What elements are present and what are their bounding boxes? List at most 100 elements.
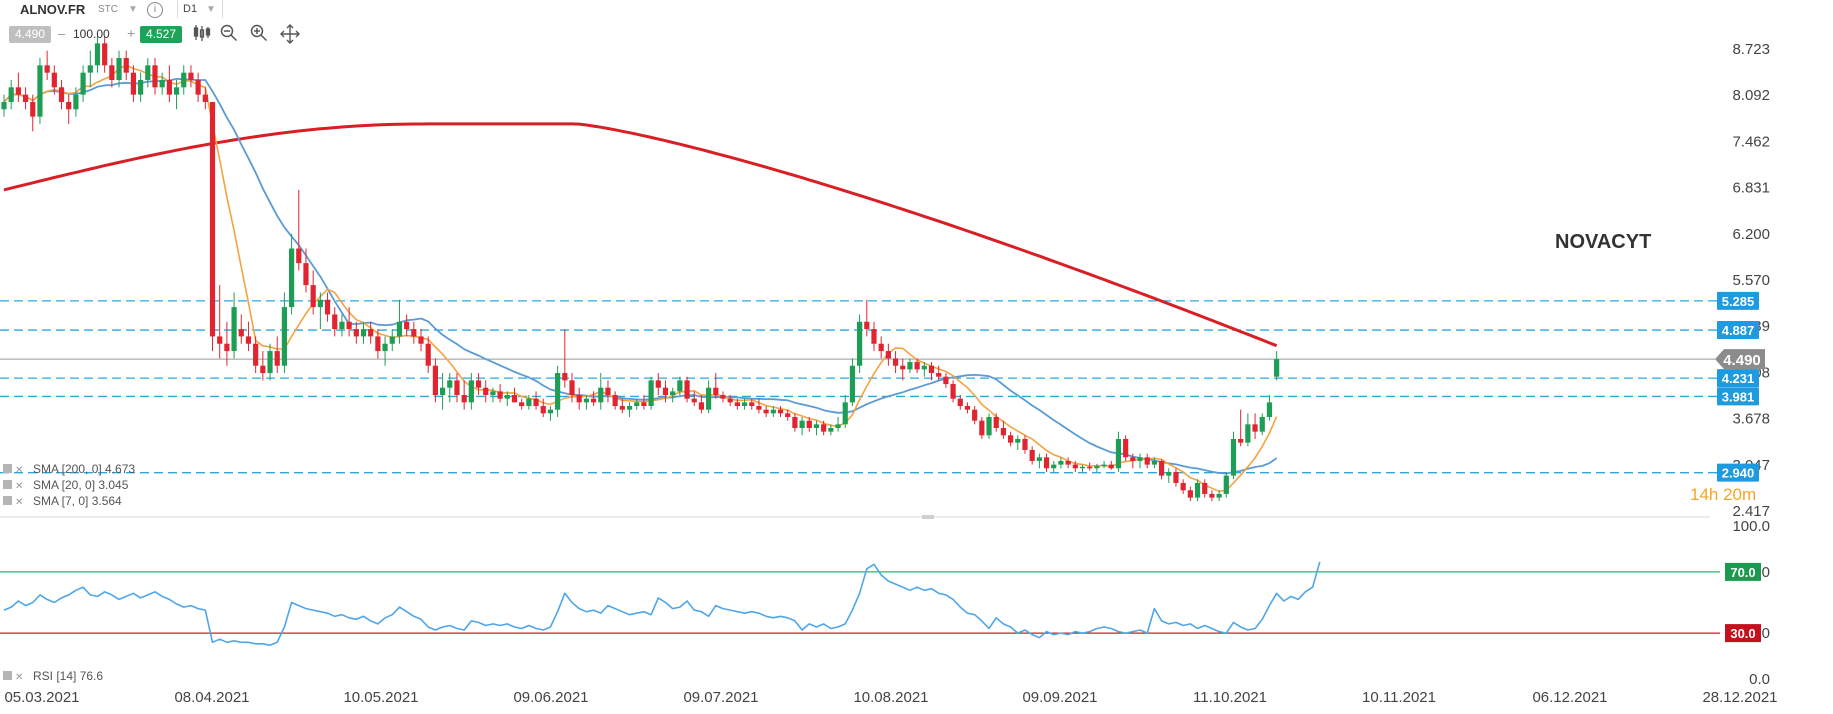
candle-body: [281, 307, 288, 366]
candle-body: [813, 424, 820, 428]
price-tick-label: 8.723: [1732, 41, 1770, 58]
candle-body: [209, 101, 216, 337]
candle-body: [152, 65, 158, 88]
candle-body: [1, 101, 7, 110]
candle-body: [864, 321, 870, 330]
candle-body: [44, 65, 50, 73]
rsi-level-label: 70.0: [1730, 565, 1755, 580]
candle-body: [972, 409, 978, 421]
candlestick-icon[interactable]: [193, 24, 211, 47]
candle-body: [655, 380, 661, 388]
market-label[interactable]: STC: [98, 4, 118, 15]
sell-price-button[interactable]: 4.490: [9, 26, 51, 43]
indicator-close-icon: ✕: [15, 497, 23, 508]
level-label-box: [1717, 463, 1759, 482]
candle-body: [569, 380, 575, 396]
candle-body: [461, 395, 467, 403]
candle-body: [1108, 464, 1114, 469]
candle-body: [353, 329, 359, 337]
candle-body: [138, 79, 144, 95]
crosshair-icon[interactable]: [280, 24, 300, 49]
candle-body: [8, 87, 14, 102]
candle-body: [526, 398, 532, 407]
candle-body: [317, 299, 323, 308]
candle-body: [238, 329, 244, 337]
candle-body: [504, 395, 510, 399]
candle-body: [332, 314, 338, 330]
candle-body: [792, 417, 798, 428]
candle-body: [907, 362, 913, 370]
rsi-level-box: [1725, 562, 1761, 581]
indicator-settings-icon: [3, 464, 12, 473]
market-chevron-down-icon[interactable]: ▼: [128, 4, 138, 15]
volume-input[interactable]: 100.00: [73, 27, 110, 41]
candle-body: [37, 65, 43, 117]
candle-body: [698, 402, 705, 410]
decrease-volume-button[interactable]: –: [58, 26, 66, 41]
candle-body: [691, 398, 697, 403]
zoom-out-icon[interactable]: [220, 24, 238, 47]
increase-volume-button[interactable]: +: [127, 25, 136, 41]
toolbar-divider: [222, 0, 223, 18]
candle-body: [404, 321, 410, 330]
bar-countdown: 14h 20m: [1690, 485, 1756, 504]
candle-body: [777, 409, 784, 414]
candle-body: [821, 424, 827, 432]
candle-body: [22, 94, 29, 102]
candle-body: [1209, 493, 1215, 498]
candle-body: [576, 395, 582, 403]
candle-body: [993, 417, 999, 428]
candle-body: [706, 387, 712, 410]
candle-body: [1000, 427, 1007, 436]
candle-body: [914, 362, 920, 370]
candle-body: [267, 351, 273, 374]
candle-body: [986, 417, 992, 436]
candle-body: [540, 406, 546, 414]
level-label: 4.231: [1722, 371, 1755, 386]
info-icon[interactable]: i: [147, 2, 163, 18]
candle-body: [1166, 471, 1172, 476]
candle-body: [648, 380, 654, 407]
time-tick-label: 10.08.2021: [853, 689, 928, 706]
candle-body: [260, 365, 266, 374]
candle-body: [1123, 438, 1129, 458]
symbol-label[interactable]: ALNOV.FR: [20, 2, 86, 17]
price-tick-label: 7.462: [1732, 133, 1770, 150]
candle-body: [447, 380, 453, 388]
candle-body: [173, 87, 180, 95]
period-selector[interactable]: D1: [183, 3, 198, 15]
rsi-line: [3, 561, 1321, 647]
candle-body: [1245, 424, 1251, 443]
candle-body: [1015, 438, 1021, 443]
candle-body: [763, 409, 769, 414]
candle-body: [1130, 457, 1136, 461]
candle-body: [533, 398, 539, 407]
level-label-box: [1717, 369, 1759, 388]
candle-body: [1180, 482, 1186, 491]
candle-body: [662, 387, 669, 396]
candle-body: [296, 248, 302, 264]
candle-body: [626, 406, 633, 410]
period-chevron-down-icon[interactable]: ▼: [206, 4, 216, 15]
candle-body: [842, 402, 848, 425]
price-tick-label: 8.092: [1732, 87, 1770, 104]
indicator-legend-label: SMA [200, 0] 4.673: [33, 462, 135, 476]
candle-body: [871, 329, 877, 344]
candle-body: [979, 420, 985, 436]
buy-price-button[interactable]: 4.527: [140, 26, 182, 43]
candle-body: [145, 65, 151, 80]
indicator-close-icon: ✕: [15, 481, 23, 492]
candle-body: [857, 321, 863, 366]
candle-body: [511, 395, 518, 403]
candle-body: [497, 391, 503, 399]
rsi-settings-icon: [3, 671, 12, 680]
candle-body: [1158, 460, 1165, 476]
candle-body: [346, 321, 352, 330]
candle-body: [741, 402, 748, 407]
zoom-in-icon[interactable]: [250, 24, 268, 47]
candle-body: [1137, 457, 1143, 461]
candle-body: [80, 72, 86, 95]
level-label: 5.285: [1722, 294, 1755, 309]
candle-body: [51, 72, 57, 88]
